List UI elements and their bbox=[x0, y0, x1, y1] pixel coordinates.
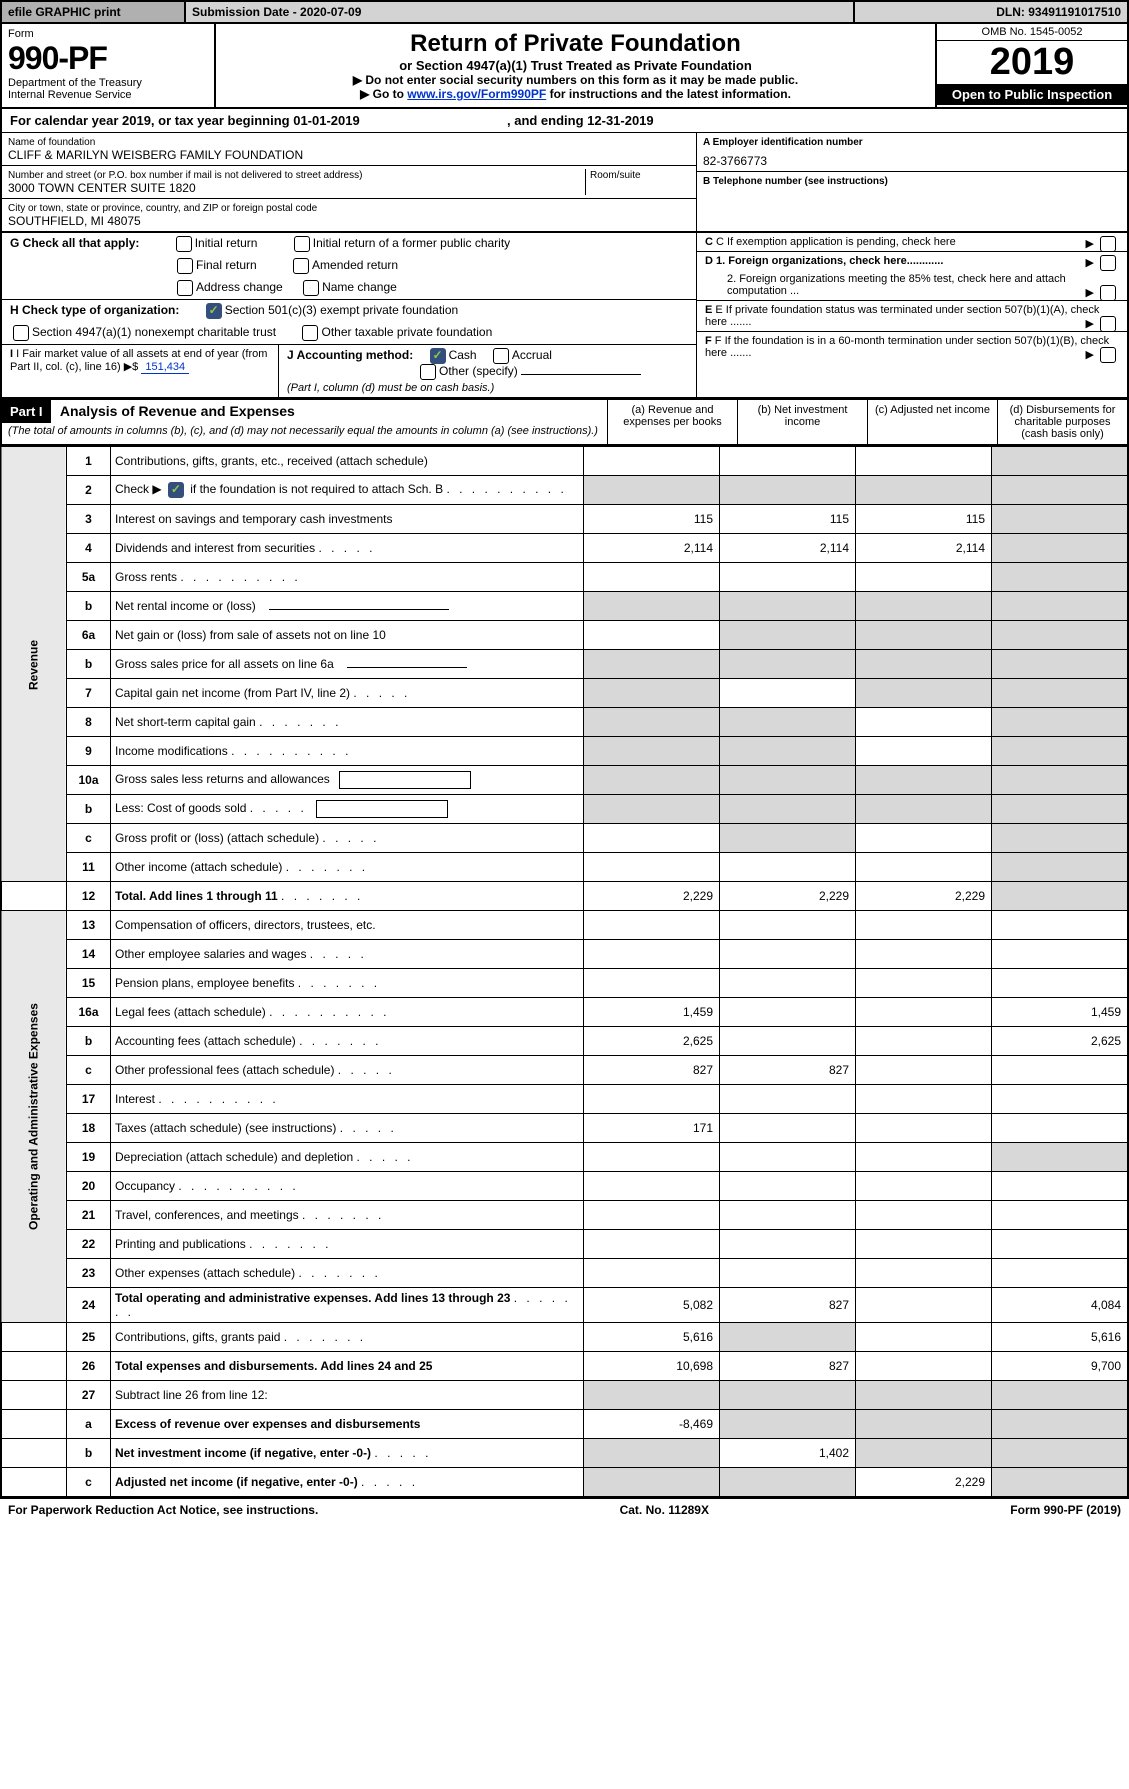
calendar-year-row: For calendar year 2019, or tax year begi… bbox=[0, 109, 1129, 133]
form990pf-link[interactable]: www.irs.gov/Form990PF bbox=[407, 87, 546, 101]
page-footer: For Paperwork Reduction Act Notice, see … bbox=[0, 1497, 1129, 1521]
initial-return-checkbox[interactable] bbox=[176, 236, 192, 252]
form-label: Form bbox=[8, 28, 34, 40]
other-method-checkbox[interactable] bbox=[420, 364, 436, 380]
identity-block: Name of foundation CLIFF & MARILYN WEISB… bbox=[0, 133, 1129, 233]
d2-row: 2. Foreign organizations meeting the 85%… bbox=[697, 270, 1127, 301]
part1-badge: Part I bbox=[2, 400, 51, 423]
foundation-name-cell: Name of foundation CLIFF & MARILYN WEISB… bbox=[2, 133, 696, 166]
ein-cell: A Employer identification number 82-3766… bbox=[697, 133, 1127, 172]
submission-date: Submission Date - 2020-07-09 bbox=[186, 2, 855, 22]
exemption-pending-checkbox[interactable] bbox=[1100, 236, 1116, 252]
name-change-checkbox[interactable] bbox=[303, 280, 319, 296]
form-ref: Form 990-PF (2019) bbox=[1010, 1503, 1121, 1517]
header-left: Form 990-PF Department of the Treasury I… bbox=[2, 24, 216, 107]
amended-return-checkbox[interactable] bbox=[293, 258, 309, 274]
part1-header-row: Part I Analysis of Revenue and Expenses … bbox=[0, 398, 1129, 446]
col-b-header: (b) Net investment income bbox=[737, 400, 867, 444]
omb-number: OMB No. 1545-0052 bbox=[937, 24, 1127, 41]
4947a1-checkbox[interactable] bbox=[13, 325, 29, 341]
d1-row: D 1. Foreign organizations, check here..… bbox=[697, 252, 1127, 270]
g-row-2: Final return Amended return bbox=[2, 255, 696, 277]
address-change-checkbox[interactable] bbox=[177, 280, 193, 296]
open-inspection: Open to Public Inspection bbox=[937, 84, 1127, 105]
paperwork-notice: For Paperwork Reduction Act Notice, see … bbox=[8, 1503, 318, 1517]
f-row: F F If the foundation is in a 60-month t… bbox=[697, 332, 1127, 362]
form-number: 990-PF bbox=[8, 40, 208, 77]
tax-year: 2019 bbox=[937, 41, 1127, 84]
section-g-to-j: G Check all that apply: Initial return I… bbox=[0, 233, 1129, 398]
note-ssn: ▶ Do not enter social security numbers o… bbox=[226, 73, 925, 87]
fmv-value: 151,434 bbox=[141, 361, 189, 374]
col-d-header: (d) Disbursements for charitable purpose… bbox=[997, 400, 1127, 444]
header-right: OMB No. 1545-0052 2019 Open to Public In… bbox=[935, 24, 1127, 107]
other-taxable-checkbox[interactable] bbox=[302, 325, 318, 341]
row-2-desc: Check ▶ ✓ if the foundation is not requi… bbox=[111, 476, 584, 505]
efile-label: efile GRAPHIC print bbox=[2, 2, 186, 22]
g-row: G Check all that apply: Initial return I… bbox=[2, 233, 696, 255]
telephone-cell: B Telephone number (see instructions) bbox=[697, 172, 1127, 218]
dln-label: DLN: 93491191017510 bbox=[855, 2, 1127, 22]
h-row: H Check type of organization: ✓Section 5… bbox=[2, 300, 696, 322]
e-row: E E If private foundation status was ter… bbox=[697, 301, 1127, 332]
foreign-org-checkbox[interactable] bbox=[1100, 255, 1116, 271]
header-center: Return of Private Foundation or Section … bbox=[216, 24, 935, 107]
cat-no: Cat. No. 11289X bbox=[620, 1503, 709, 1517]
60-month-checkbox[interactable] bbox=[1100, 347, 1116, 363]
irs-label: Internal Revenue Service bbox=[8, 89, 208, 101]
address-cell: Number and street (or P.O. box number if… bbox=[2, 166, 696, 199]
g-row-3: Address change Name change bbox=[2, 277, 696, 300]
initial-return-former-checkbox[interactable] bbox=[294, 236, 310, 252]
form-subtitle: or Section 4947(a)(1) Trust Treated as P… bbox=[226, 58, 925, 73]
i-row: I I Fair market value of all assets at e… bbox=[2, 345, 279, 397]
expenses-side-label: Operating and Administrative Expenses bbox=[1, 911, 67, 1323]
h-row-2: Section 4947(a)(1) nonexempt charitable … bbox=[2, 322, 696, 345]
j-row: J Accounting method: ✓Cash Accrual Other… bbox=[279, 345, 696, 397]
cash-checkbox[interactable]: ✓ bbox=[430, 348, 446, 364]
form-header: Form 990-PF Department of the Treasury I… bbox=[0, 24, 1129, 109]
501c3-checkbox[interactable]: ✓ bbox=[206, 303, 222, 319]
form-title: Return of Private Foundation bbox=[226, 30, 925, 58]
c-row: C C If exemption application is pending,… bbox=[697, 233, 1127, 252]
revenue-expense-table: Revenue 1 Contributions, gifts, grants, … bbox=[0, 446, 1129, 1497]
revenue-side-label: Revenue bbox=[1, 447, 67, 882]
col-a-header: (a) Revenue and expenses per books bbox=[607, 400, 737, 444]
status-terminated-checkbox[interactable] bbox=[1100, 316, 1116, 332]
dept-label: Department of the Treasury bbox=[8, 77, 208, 89]
accrual-checkbox[interactable] bbox=[493, 348, 509, 364]
top-bar: efile GRAPHIC print Submission Date - 20… bbox=[0, 0, 1129, 24]
final-return-checkbox[interactable] bbox=[177, 258, 193, 274]
city-cell: City or town, state or province, country… bbox=[2, 199, 696, 231]
col-c-header: (c) Adjusted net income bbox=[867, 400, 997, 444]
sch-b-checkbox[interactable]: ✓ bbox=[168, 482, 184, 498]
note-link: ▶ Go to www.irs.gov/Form990PF for instru… bbox=[226, 87, 925, 101]
foreign-85-checkbox[interactable] bbox=[1100, 285, 1116, 301]
